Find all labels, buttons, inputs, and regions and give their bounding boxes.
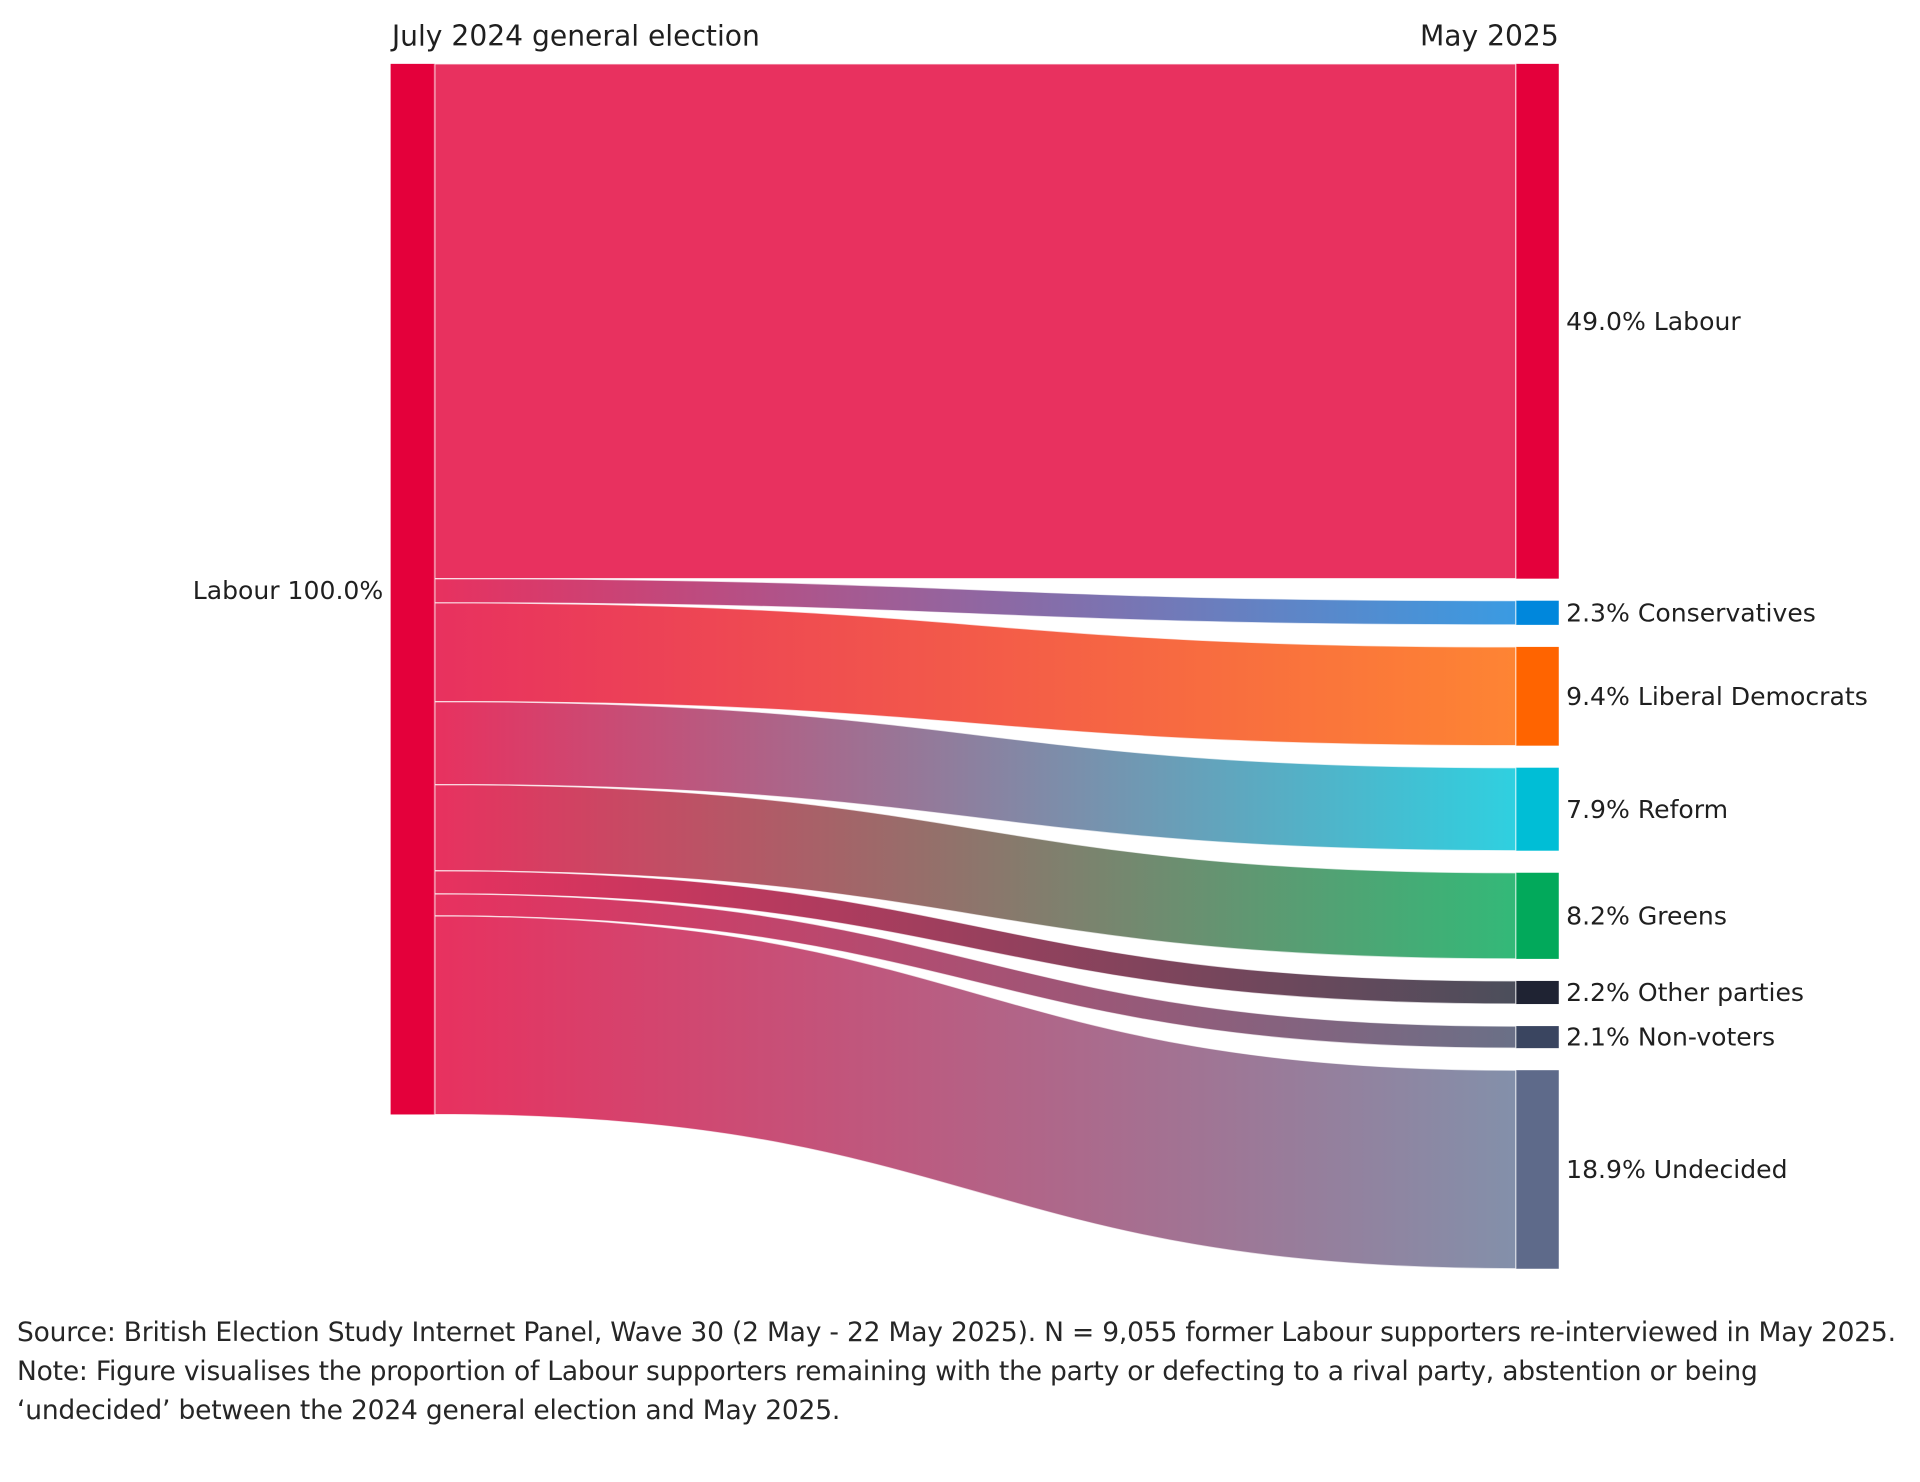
target-labels: 49.0% Labour 2.3% Conservatives 9.4% Liber… bbox=[1566, 307, 1868, 1184]
label-greens: 8.2% Greens bbox=[1566, 901, 1727, 930]
node-undecided-2025 bbox=[1515, 1070, 1559, 1269]
label-other-parties: 2.2% Other parties bbox=[1566, 978, 1804, 1007]
node-reform-2025 bbox=[1515, 767, 1559, 851]
node-conservatives-2025 bbox=[1515, 600, 1559, 625]
source-node-label: Labour 100.0% bbox=[193, 576, 384, 605]
node-labour-2024 bbox=[390, 63, 435, 1115]
link-liberal-democrats bbox=[434, 602, 1517, 747]
node-liberal-democrats-2025 bbox=[1515, 646, 1559, 746]
label-reform: 7.9% Reform bbox=[1566, 795, 1728, 824]
label-undecided: 18.9% Undecided bbox=[1566, 1155, 1787, 1184]
left-column-header: July 2024 general election bbox=[390, 19, 760, 52]
label-conservatives: 2.3% Conservatives bbox=[1566, 598, 1816, 627]
flow-links bbox=[434, 63, 1517, 1270]
method-note: Note: Figure visualises the proportion o… bbox=[17, 1356, 1758, 1426]
footnotes: Source: British Election Study Internet … bbox=[17, 1313, 1912, 1430]
node-labour-2025 bbox=[1515, 63, 1559, 579]
label-liberal-democrats: 9.4% Liberal Democrats bbox=[1566, 682, 1868, 711]
label-labour: 49.0% Labour bbox=[1566, 307, 1741, 336]
source-note: Source: British Election Study Internet … bbox=[17, 1317, 1896, 1348]
link-labour bbox=[434, 63, 1517, 580]
node-other-parties-2025 bbox=[1515, 980, 1559, 1005]
nodes bbox=[390, 63, 1559, 1269]
node-greens-2025 bbox=[1515, 872, 1559, 959]
node-non-voters-2025 bbox=[1515, 1026, 1559, 1049]
link-other-parties bbox=[434, 870, 1517, 1005]
label-non-voters: 2.1% Non-voters bbox=[1566, 1023, 1775, 1052]
right-column-header: May 2025 bbox=[1420, 19, 1559, 52]
